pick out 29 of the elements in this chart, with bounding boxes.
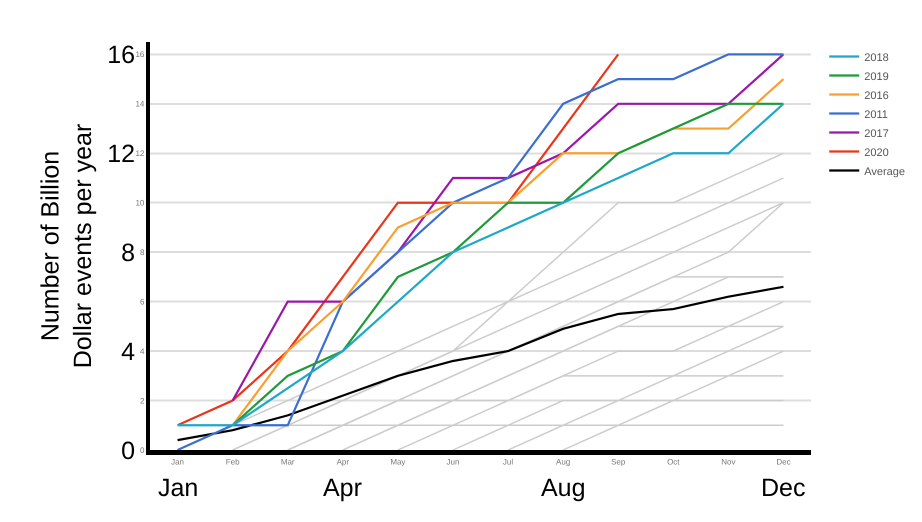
y-tick-label: 2 xyxy=(140,396,145,406)
x-tick-label: May xyxy=(390,458,406,467)
x-tick-label: Mar xyxy=(280,458,295,467)
legend-label: 2011 xyxy=(864,108,888,121)
x-tick-label: Aug xyxy=(556,458,570,467)
legend-label: Average xyxy=(864,166,905,178)
x-tick-label: Jun xyxy=(446,458,460,467)
legend-label: 2019 xyxy=(864,70,889,83)
x-tick-label: Jan xyxy=(171,458,184,467)
legend-label: 2016 xyxy=(864,90,889,102)
y-tick-label: 10 xyxy=(135,198,145,208)
y-tick-label: 14 xyxy=(135,100,145,109)
y2-axis-title: Number of Billion Dollar events per year xyxy=(36,124,97,368)
y-tick-label: 6 xyxy=(140,297,145,306)
y-tick-label: 8 xyxy=(140,248,145,257)
y-tick-label: 12 xyxy=(135,149,145,158)
legend-label: 2018 xyxy=(864,52,889,64)
x-tick-label: Nov xyxy=(721,458,736,467)
y-tick-label: 4 xyxy=(140,346,145,356)
y-tick-label: 0 xyxy=(140,446,145,455)
x-tick-label: Dec xyxy=(776,458,791,467)
y-tick-label: 16 xyxy=(135,50,145,60)
x-tick-label: Jul xyxy=(502,458,514,467)
x-tick-label: Feb xyxy=(226,458,240,467)
legend-label: 2017 xyxy=(864,128,889,140)
x-tick-label: Apr xyxy=(336,458,350,467)
x-tick-label: Sep xyxy=(611,458,626,467)
x-tick-label: Oct xyxy=(667,458,680,467)
legend-label: 2020 xyxy=(864,146,889,159)
